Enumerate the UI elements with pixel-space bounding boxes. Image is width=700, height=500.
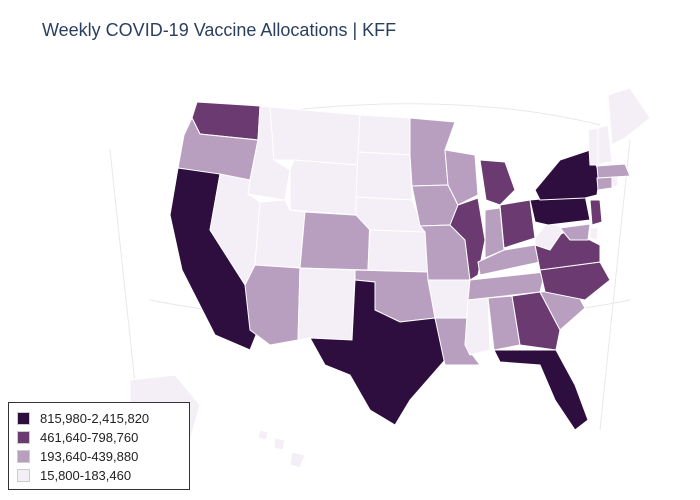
state-co[interactable]: [299, 211, 371, 271]
legend-swatch-2: [17, 450, 30, 463]
legend-item[interactable]: 815,980-2,415,820: [17, 409, 181, 428]
state-hi[interactable]: [257, 429, 306, 469]
state-fl[interactable]: [493, 349, 589, 431]
state-nj[interactable]: [589, 199, 603, 226]
state-md[interactable]: [559, 223, 591, 241]
state-mi[interactable]: [479, 159, 516, 206]
legend: 815,980-2,415,820 461,640-798,760 193,64…: [8, 402, 190, 490]
legend-swatch-0: [17, 412, 30, 425]
legend-item[interactable]: 461,640-798,760: [17, 428, 181, 447]
state-nh[interactable]: [597, 124, 613, 165]
legend-swatch-1: [17, 431, 30, 444]
state-wi[interactable]: [444, 149, 479, 206]
state-mt[interactable]: [269, 106, 361, 166]
state-sd[interactable]: [355, 151, 413, 201]
state-az[interactable]: [244, 264, 301, 346]
state-ga[interactable]: [511, 291, 561, 351]
state-wy[interactable]: [289, 159, 359, 216]
state-il[interactable]: [449, 197, 486, 281]
state-ma[interactable]: [596, 163, 631, 179]
state-me[interactable]: [607, 87, 651, 146]
legend-label: 815,980-2,415,820: [40, 411, 150, 426]
state-vt[interactable]: [587, 127, 599, 166]
state-ks[interactable]: [367, 229, 429, 273]
state-ar[interactable]: [427, 279, 471, 319]
state-nm[interactable]: [297, 267, 356, 341]
legend-item[interactable]: 15,800-183,460: [17, 466, 181, 485]
legend-label: 15,800-183,460: [40, 468, 132, 483]
legend-label: 193,640-439,880: [40, 449, 139, 464]
legend-item[interactable]: 193,640-439,880: [17, 447, 181, 466]
state-ms[interactable]: [464, 297, 491, 356]
state-tx[interactable]: [309, 279, 446, 426]
legend-swatch-3: [17, 469, 30, 482]
chart-title: Weekly COVID-19 Vaccine Allocations | KF…: [42, 20, 397, 40]
states-layer: [129, 87, 651, 469]
state-nd[interactable]: [357, 114, 411, 156]
state-ne[interactable]: [355, 196, 426, 233]
state-de[interactable]: [589, 227, 599, 241]
state-oh[interactable]: [499, 199, 536, 249]
legend-label: 461,640-798,760: [40, 430, 139, 445]
